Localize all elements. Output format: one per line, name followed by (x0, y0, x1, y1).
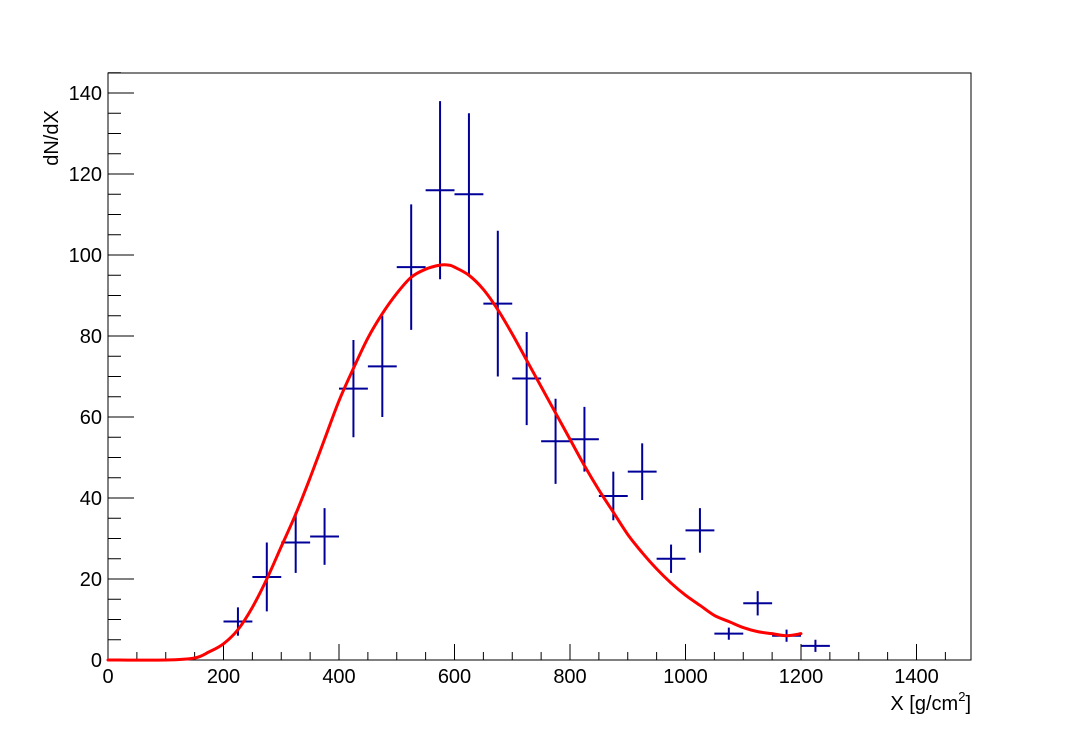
data-point (454, 113, 484, 276)
y-tick-label: 40 (80, 488, 102, 510)
data-point (627, 443, 657, 501)
plot-frame (107, 72, 972, 661)
data-point (281, 512, 311, 573)
data-points (223, 101, 830, 652)
data-point (801, 639, 830, 652)
x-tick-label: 400 (322, 666, 355, 688)
y-tick-label: 100 (69, 245, 102, 267)
data-point (685, 508, 715, 553)
data-point (310, 508, 339, 565)
data-point (743, 591, 773, 616)
y-axis-label: dN/dX (41, 110, 63, 166)
x-tick-label: 1200 (779, 666, 824, 688)
y-tick-label: 120 (69, 164, 102, 186)
x-tick-label: 1000 (663, 666, 708, 688)
data-point (367, 315, 397, 417)
data-point (714, 627, 744, 640)
x-tick-labels: 0 200 400 600 800 1000 1200 1400 (102, 666, 938, 688)
data-point (570, 406, 599, 472)
y-tick-label: 60 (80, 407, 102, 429)
axis-ticks (107, 72, 946, 661)
y-tick-labels: 0 20 40 60 80 100 120 140 (69, 83, 102, 672)
x-axis-label: X [g/cm2] (890, 689, 971, 715)
x-tick-label: 0 (102, 666, 113, 688)
data-point (483, 230, 513, 377)
y-tick-label: 20 (80, 569, 102, 591)
data-point (396, 204, 426, 330)
x-tick-label: 800 (553, 666, 586, 688)
y-tick-label: 0 (91, 650, 102, 672)
data-point (425, 101, 455, 280)
x-tick-label: 600 (438, 666, 471, 688)
x-tick-label: 1400 (894, 666, 939, 688)
fit-curve-group (106, 263, 803, 662)
y-tick-label: 80 (80, 326, 102, 348)
y-tick-label: 140 (69, 83, 102, 105)
fit-curve (106, 263, 803, 662)
x-tick-label: 200 (207, 666, 240, 688)
data-point (656, 544, 686, 573)
